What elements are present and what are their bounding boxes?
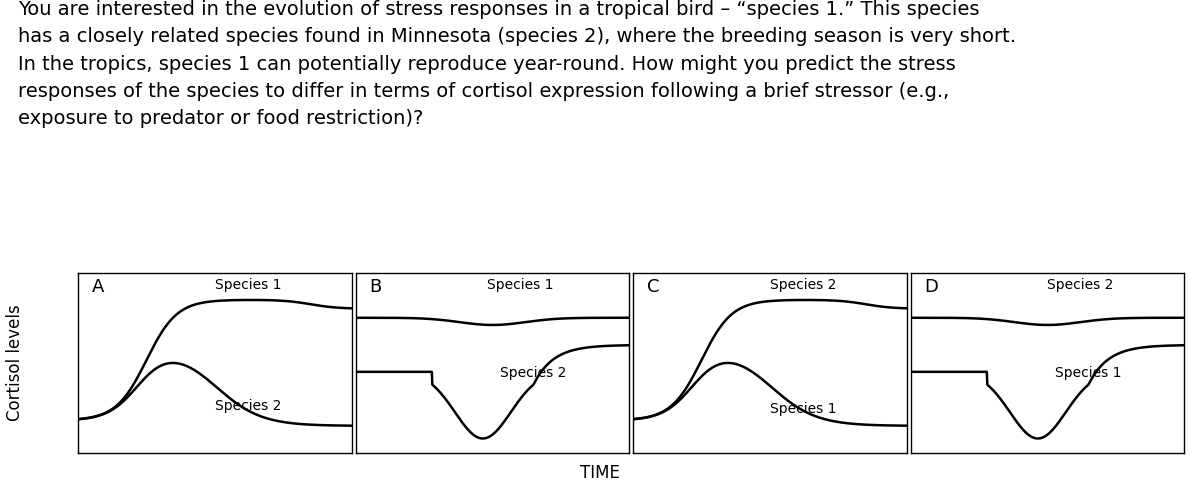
Text: Species 2: Species 2	[215, 399, 281, 413]
Text: TIME: TIME	[580, 464, 620, 482]
Text: Species 2: Species 2	[1048, 278, 1114, 292]
Text: You are interested in the evolution of stress responses in a tropical bird – “sp: You are interested in the evolution of s…	[18, 0, 1016, 128]
Text: Species 2: Species 2	[500, 366, 566, 380]
Text: D: D	[924, 278, 938, 296]
Text: C: C	[647, 278, 659, 296]
Text: Species 2: Species 2	[769, 278, 836, 292]
Text: Species 1: Species 1	[215, 278, 281, 292]
Text: Species 1: Species 1	[1055, 366, 1122, 380]
Text: Cortisol levels: Cortisol levels	[6, 304, 24, 421]
Text: Species 1: Species 1	[769, 402, 836, 416]
Text: B: B	[370, 278, 382, 296]
Text: A: A	[91, 278, 104, 296]
Text: Species 1: Species 1	[486, 278, 553, 292]
